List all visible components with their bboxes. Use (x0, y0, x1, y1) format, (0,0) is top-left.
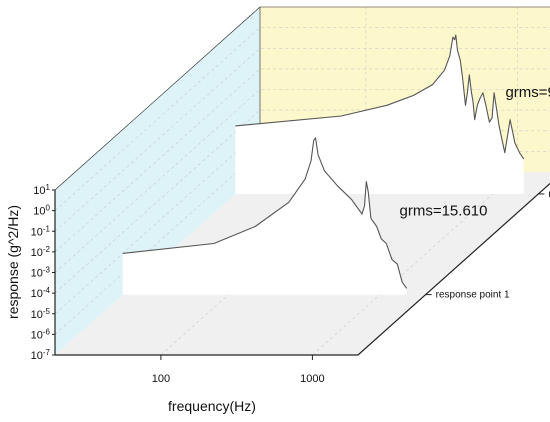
y-tick-label: 10-2 (31, 244, 51, 259)
tick-labels: 101 100 10-1 10-2 10-3 10-4 10-5 10-6 10-7 100 100… (31, 183, 550, 386)
wall-edge (54, 6, 261, 191)
y-tick-label: 10-5 (31, 306, 51, 321)
z-tick-label: response point 2 (548, 189, 550, 200)
y-tick-label: 10-1 (31, 224, 51, 239)
x-axis-title: frequency(Hz) (168, 398, 256, 414)
series-fill (235, 35, 524, 195)
y-axis-title: response (g^2/Hz) (5, 205, 21, 319)
y-tick-label: 101 (33, 183, 50, 198)
x-tick-label: 100 (152, 373, 170, 385)
series-line (122, 137, 408, 289)
grid-line (54, 27, 550, 211)
series-line (235, 34, 525, 160)
x-tick-label: 1000 (300, 373, 324, 385)
y-tick-label: 10-6 (31, 327, 51, 342)
y-tick-label: 10-4 (31, 286, 51, 301)
series-fill (122, 137, 407, 295)
grms-annotation: grms=15.610 (400, 202, 488, 219)
z-axis-line (357, 182, 550, 356)
grid-line (54, 47, 550, 232)
grid-line (54, 68, 550, 253)
grms-annotation: grms=92.118 (505, 84, 550, 101)
y-tick-label: 100 (33, 203, 50, 218)
series-curves: grms=92.118 grms=15.610 (122, 34, 550, 296)
y-tick-label: 10-7 (31, 348, 51, 363)
z-tick-label: response point 1 (436, 290, 510, 301)
y-tick-label: 10-3 (31, 265, 51, 280)
